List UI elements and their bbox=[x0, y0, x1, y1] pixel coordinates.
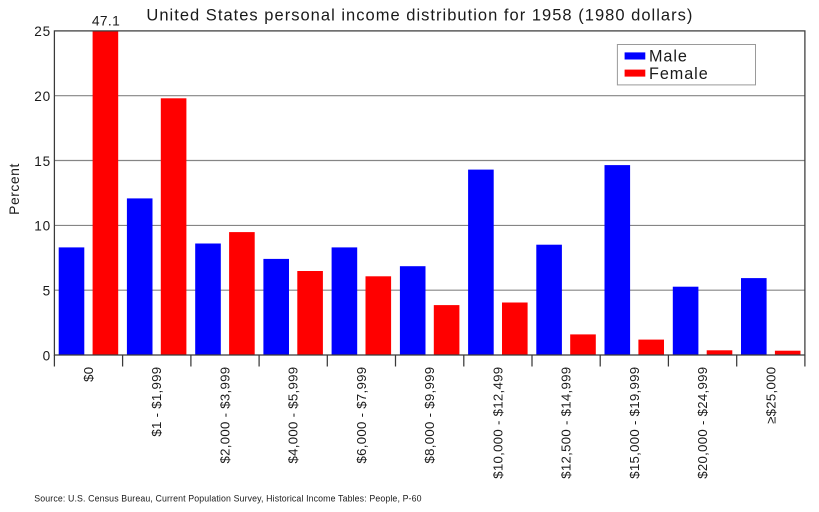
svg-text:$8,000 - $9,999: $8,000 - $9,999 bbox=[422, 367, 437, 464]
svg-text:Female: Female bbox=[649, 65, 709, 83]
svg-text:$20,000 - $24,999: $20,000 - $24,999 bbox=[695, 367, 710, 479]
svg-text:10: 10 bbox=[34, 219, 51, 234]
svg-text:≥$25,000: ≥$25,000 bbox=[763, 367, 778, 424]
svg-text:$6,000 - $7,999: $6,000 - $7,999 bbox=[354, 367, 369, 464]
svg-text:United States personal income: United States personal income distributi… bbox=[146, 7, 693, 25]
svg-text:$4,000 - $5,999: $4,000 - $5,999 bbox=[286, 367, 301, 464]
svg-text:$1 - $1,999: $1 - $1,999 bbox=[149, 367, 164, 437]
svg-text:25: 25 bbox=[34, 24, 51, 39]
svg-text:20: 20 bbox=[34, 89, 51, 104]
svg-text:$10,000 - $12,499: $10,000 - $12,499 bbox=[490, 367, 505, 479]
svg-text:47.1: 47.1 bbox=[92, 14, 120, 29]
svg-text:$2,000 - $3,999: $2,000 - $3,999 bbox=[218, 367, 233, 464]
svg-text:Source: U.S. Census Bureau, Cu: Source: U.S. Census Bureau, Current Popu… bbox=[34, 493, 421, 503]
svg-text:15: 15 bbox=[34, 154, 51, 169]
svg-text:$15,000 - $19,999: $15,000 - $19,999 bbox=[627, 367, 642, 479]
svg-text:5: 5 bbox=[43, 284, 51, 299]
svg-text:Percent: Percent bbox=[6, 163, 22, 215]
svg-text:Male: Male bbox=[649, 48, 688, 66]
svg-text:$12,500 - $14,999: $12,500 - $14,999 bbox=[559, 367, 574, 479]
svg-text:0: 0 bbox=[43, 348, 51, 363]
svg-text:$0: $0 bbox=[81, 367, 96, 382]
